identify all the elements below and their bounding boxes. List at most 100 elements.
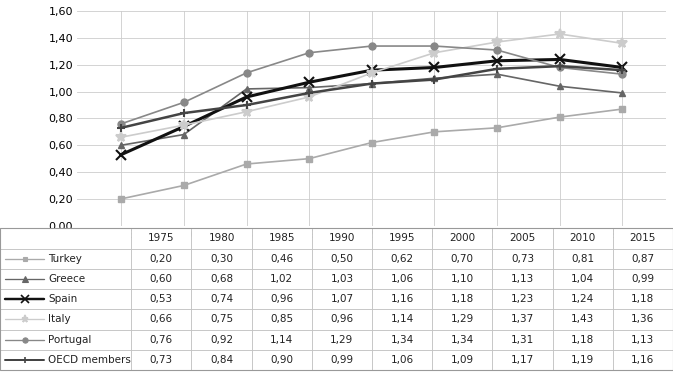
Turkey bbox=[367, 140, 376, 145]
Italy bbox=[431, 50, 439, 55]
Text: 1980: 1980 bbox=[209, 233, 235, 244]
Bar bbox=[613, 228, 673, 248]
Bar bbox=[493, 309, 553, 329]
Greece bbox=[493, 72, 501, 76]
Text: 1975: 1975 bbox=[148, 233, 174, 244]
Bar bbox=[0, 269, 131, 289]
Text: 1,36: 1,36 bbox=[631, 314, 655, 325]
Text: 1,34: 1,34 bbox=[451, 335, 474, 345]
Text: 1,17: 1,17 bbox=[511, 355, 534, 365]
Text: 1985: 1985 bbox=[269, 233, 295, 244]
Bar bbox=[252, 329, 312, 350]
Bar bbox=[312, 309, 372, 329]
Spain bbox=[305, 80, 313, 84]
Turkey bbox=[305, 156, 313, 161]
Portugal bbox=[305, 50, 313, 55]
Text: 0,90: 0,90 bbox=[271, 355, 293, 365]
Line: Portugal: Portugal bbox=[118, 43, 626, 127]
Spain bbox=[242, 95, 250, 99]
Bar bbox=[553, 289, 613, 309]
Bar bbox=[191, 350, 252, 370]
Italy bbox=[242, 110, 250, 114]
OECD members bbox=[618, 68, 627, 72]
Bar bbox=[432, 350, 493, 370]
Spain bbox=[180, 124, 188, 129]
Greece bbox=[431, 76, 439, 81]
Text: 0,62: 0,62 bbox=[390, 254, 414, 264]
Bar bbox=[372, 228, 432, 248]
Bar bbox=[191, 289, 252, 309]
Text: 1,18: 1,18 bbox=[571, 335, 594, 345]
Text: 1,10: 1,10 bbox=[451, 274, 474, 284]
Text: 1,14: 1,14 bbox=[390, 314, 414, 325]
Text: 0,96: 0,96 bbox=[270, 294, 293, 304]
Text: 2005: 2005 bbox=[509, 233, 536, 244]
Bar bbox=[613, 329, 673, 350]
Turkey bbox=[180, 183, 188, 188]
Bar bbox=[0, 228, 131, 248]
Bar bbox=[252, 289, 312, 309]
Text: 0,60: 0,60 bbox=[150, 274, 173, 284]
Spain bbox=[117, 153, 125, 157]
Text: 0,73: 0,73 bbox=[150, 355, 173, 365]
Text: 1,06: 1,06 bbox=[390, 355, 414, 365]
Bar bbox=[493, 228, 553, 248]
Text: 1,04: 1,04 bbox=[571, 274, 594, 284]
Bar bbox=[372, 350, 432, 370]
Italy bbox=[556, 32, 564, 36]
Greece bbox=[618, 91, 627, 95]
Text: 0,92: 0,92 bbox=[210, 335, 233, 345]
Line: Turkey: Turkey bbox=[118, 106, 625, 202]
Bar bbox=[131, 309, 191, 329]
OECD members bbox=[367, 81, 376, 86]
Bar bbox=[0, 309, 131, 329]
Text: 1990: 1990 bbox=[328, 233, 355, 244]
Text: 2010: 2010 bbox=[569, 233, 596, 244]
Bar bbox=[553, 228, 613, 248]
Bar bbox=[0, 350, 131, 370]
Text: 0,66: 0,66 bbox=[150, 314, 173, 325]
Portugal bbox=[618, 72, 627, 76]
Bar bbox=[553, 248, 613, 269]
Text: 0,75: 0,75 bbox=[210, 314, 233, 325]
Text: 0,73: 0,73 bbox=[511, 254, 534, 264]
OECD members bbox=[305, 91, 313, 95]
Text: 1,23: 1,23 bbox=[511, 294, 534, 304]
OECD members bbox=[431, 77, 439, 82]
Greece bbox=[180, 132, 188, 137]
Turkey bbox=[618, 107, 627, 111]
Text: 0,99: 0,99 bbox=[330, 355, 353, 365]
Greece bbox=[305, 85, 313, 90]
Italy bbox=[117, 135, 125, 140]
Text: 0,99: 0,99 bbox=[631, 274, 654, 284]
Italy bbox=[618, 41, 627, 46]
Bar bbox=[493, 269, 553, 289]
Bar bbox=[493, 248, 553, 269]
Bar bbox=[131, 269, 191, 289]
Portugal bbox=[556, 65, 564, 70]
Bar bbox=[252, 350, 312, 370]
Greece bbox=[117, 143, 125, 147]
Turkey bbox=[117, 197, 125, 201]
OECD members bbox=[493, 67, 501, 71]
Bar bbox=[372, 289, 432, 309]
Text: 1,09: 1,09 bbox=[451, 355, 474, 365]
Spain bbox=[431, 65, 439, 70]
OECD members bbox=[556, 64, 564, 68]
Text: 1,24: 1,24 bbox=[571, 294, 594, 304]
Bar bbox=[613, 350, 673, 370]
Text: 0,85: 0,85 bbox=[270, 314, 293, 325]
Portugal bbox=[367, 44, 376, 48]
Text: 0,96: 0,96 bbox=[330, 314, 353, 325]
Bar bbox=[432, 309, 493, 329]
Bar bbox=[553, 350, 613, 370]
Turkey bbox=[431, 129, 439, 134]
Text: 0,68: 0,68 bbox=[210, 274, 233, 284]
Bar bbox=[553, 329, 613, 350]
Line: Italy: Italy bbox=[116, 29, 627, 142]
Text: Portugal: Portugal bbox=[48, 335, 92, 345]
Bar bbox=[0, 329, 131, 350]
Text: Greece: Greece bbox=[48, 274, 85, 284]
Portugal bbox=[242, 70, 250, 75]
Greece bbox=[242, 87, 250, 91]
